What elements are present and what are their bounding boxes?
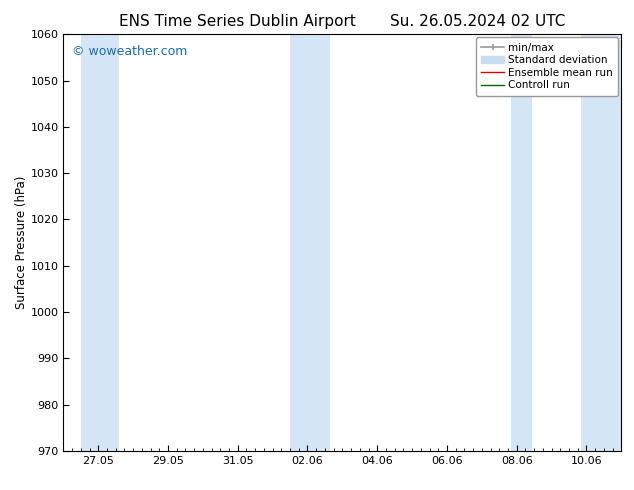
- Title: ENS Time Series Dublin Airport       Su. 26.05.2024 02 UTC: ENS Time Series Dublin Airport Su. 26.05…: [119, 14, 566, 29]
- Bar: [512, 34, 533, 451]
- Y-axis label: Surface Pressure (hPa): Surface Pressure (hPa): [15, 176, 28, 309]
- Bar: [581, 34, 634, 451]
- Bar: [81, 34, 119, 451]
- Bar: [290, 34, 309, 451]
- Text: © woweather.com: © woweather.com: [72, 45, 187, 58]
- Legend: min/max, Standard deviation, Ensemble mean run, Controll run: min/max, Standard deviation, Ensemble me…: [476, 37, 618, 96]
- Bar: [309, 34, 330, 451]
